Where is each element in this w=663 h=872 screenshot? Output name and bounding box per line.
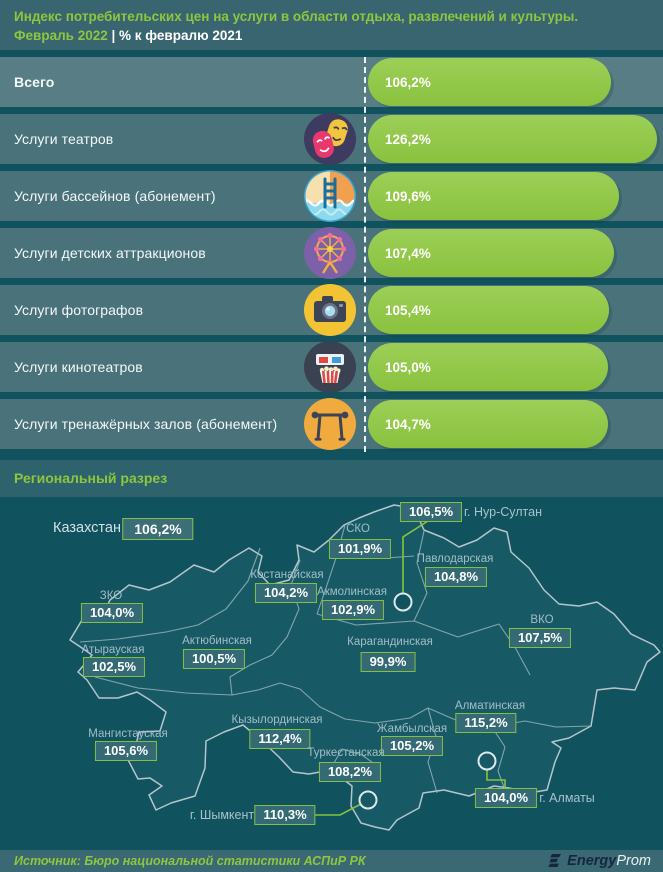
region-name: СКО	[346, 523, 370, 535]
region-value-box: 105,2%	[380, 736, 444, 756]
region-value-box: 105,6%	[94, 741, 158, 761]
region-name: Костанайская	[250, 569, 324, 581]
value-bar: 105,4%	[368, 286, 609, 334]
value-bar: 105,0%	[368, 343, 608, 391]
region-name: ЗКО	[99, 590, 123, 602]
category-label: Услуги театров	[14, 131, 114, 147]
region-name: г. Алматы	[539, 791, 595, 805]
region-value-box: 99,9%	[360, 652, 416, 672]
region-value-box: 108,2%	[318, 762, 382, 782]
value-bar: 109,6%	[368, 172, 619, 220]
region-value-box: 104,0%	[474, 788, 538, 808]
energyprom-logo: EnergyProm	[546, 853, 651, 869]
bar-value: 105,0%	[385, 359, 431, 375]
region-value-box: 104,2%	[254, 583, 318, 603]
region-value-box: 102,5%	[82, 657, 146, 677]
region-name: г. Нур-Султан	[464, 505, 542, 519]
region-value-box: 101,9%	[328, 539, 392, 559]
region-name: Туркестанская	[307, 747, 385, 759]
infographic-header: Индекс потребительских цен на услуги в о…	[0, 0, 663, 50]
regional-section-header: Региональный разрез	[0, 460, 663, 497]
category-label: Услуги тренажёрных залов (абонемент)	[14, 416, 278, 432]
value-bar: 104,7%	[368, 400, 608, 448]
region-name: Жамбылская	[376, 723, 448, 735]
category-label: Услуги бассейнов (абонемент)	[14, 188, 216, 204]
value-bar: 107,4%	[368, 229, 614, 277]
camera-icon	[303, 283, 357, 337]
chart-row-gyms: Услуги тренажёрных залов (абонемент) 104…	[0, 397, 663, 451]
region-value-box: 106,2%	[122, 518, 194, 540]
city-callout-nur-sultan	[393, 520, 429, 612]
region-name: Акмолинская	[317, 586, 387, 598]
region-value-box: 115,2%	[455, 713, 517, 733]
city-marker-nur-sultan	[393, 592, 413, 612]
category-label: Всего	[14, 74, 55, 90]
region-value-box: 102,9%	[321, 600, 385, 620]
city-marker-almaty	[477, 751, 497, 771]
bar-value: 126,2%	[385, 131, 431, 147]
region-name: Кызылординская	[231, 714, 323, 726]
period-label: Февраль 2022	[14, 28, 108, 43]
region-name: Алматинская	[454, 700, 526, 712]
bar-chart: Всего 106,2% Услуги театров 126,2%	[0, 57, 663, 456]
category-label: Услуги детских аттракционов	[14, 245, 206, 261]
region-name: г. Шымкент	[189, 808, 255, 822]
region-value-box: 104,0%	[80, 603, 144, 623]
page-title: Индекс потребительских цен на услуги в о…	[14, 9, 579, 24]
value-bar: 106,2%	[368, 58, 611, 106]
region-value-box: 107,5%	[508, 628, 572, 648]
kazakhstan-map: Казахстан 106,2% г. Нур-Султан 106,5% СКО 101…	[0, 497, 663, 850]
chart-row-total: Всего 106,2%	[0, 57, 663, 107]
chart-row-pools: Услуги бассейнов (абонемент) 109,	[0, 169, 663, 223]
subtitle-divider: |	[107, 28, 120, 43]
region-value-box: 110,3%	[254, 805, 316, 825]
city-callout-shymkent	[313, 790, 378, 816]
bar-value: 105,4%	[385, 302, 431, 318]
region-name: Казахстан	[53, 520, 121, 536]
chart-row-theaters: Услуги театров 126,2%	[0, 112, 663, 166]
region-name: Атырауская	[81, 644, 145, 656]
category-label: Услуги кинотеатров	[14, 359, 143, 375]
bar-value: 107,4%	[385, 245, 431, 261]
city-marker-shymkent	[358, 790, 378, 810]
chart-row-cinemas: Услуги кинотеатров 105,0%	[0, 340, 663, 394]
theater-masks-icon	[303, 112, 357, 166]
region-name: ВКО	[530, 614, 554, 626]
region-value-box: 100,5%	[182, 649, 246, 669]
pool-icon	[303, 169, 357, 223]
bar-value: 109,6%	[385, 188, 431, 204]
comparison-label: % к февралю 2021	[119, 28, 243, 43]
region-name: Мангистауская	[88, 728, 168, 740]
energyprom-logo-text: EnergyProm	[567, 853, 651, 869]
cinema-icon	[303, 340, 357, 394]
footer: Источник: Бюро национальной статистики А…	[0, 850, 663, 872]
energyprom-logo-icon	[548, 854, 562, 867]
gym-icon	[303, 397, 357, 451]
region-name: Павлодарская	[416, 553, 494, 565]
region-name: Актюбинская	[182, 635, 252, 647]
page-subtitle: Февраль 2022 | % к февралю 2021	[14, 26, 649, 45]
value-bar: 126,2%	[368, 115, 657, 163]
regional-section-title: Региональный разрез	[14, 470, 168, 486]
region-name: Карагандинская	[347, 636, 433, 648]
city-callout-almaty	[477, 751, 506, 790]
chart-row-attractions: Услуги детских аттракционов	[0, 226, 663, 280]
bar-value: 104,7%	[385, 416, 431, 432]
source-note: Источник: Бюро национальной статистики А…	[14, 854, 366, 868]
ferris-wheel-icon	[303, 226, 357, 280]
region-value-box: 104,8%	[424, 567, 488, 587]
bar-value: 106,2%	[385, 74, 431, 90]
category-label: Услуги фотографов	[14, 302, 144, 318]
region-value-box: 106,5%	[399, 502, 463, 522]
region-value-box: 112,4%	[249, 729, 311, 749]
chart-row-photographers: Услуги фотографов 105,4%	[0, 283, 663, 337]
axis-baseline	[364, 57, 366, 452]
